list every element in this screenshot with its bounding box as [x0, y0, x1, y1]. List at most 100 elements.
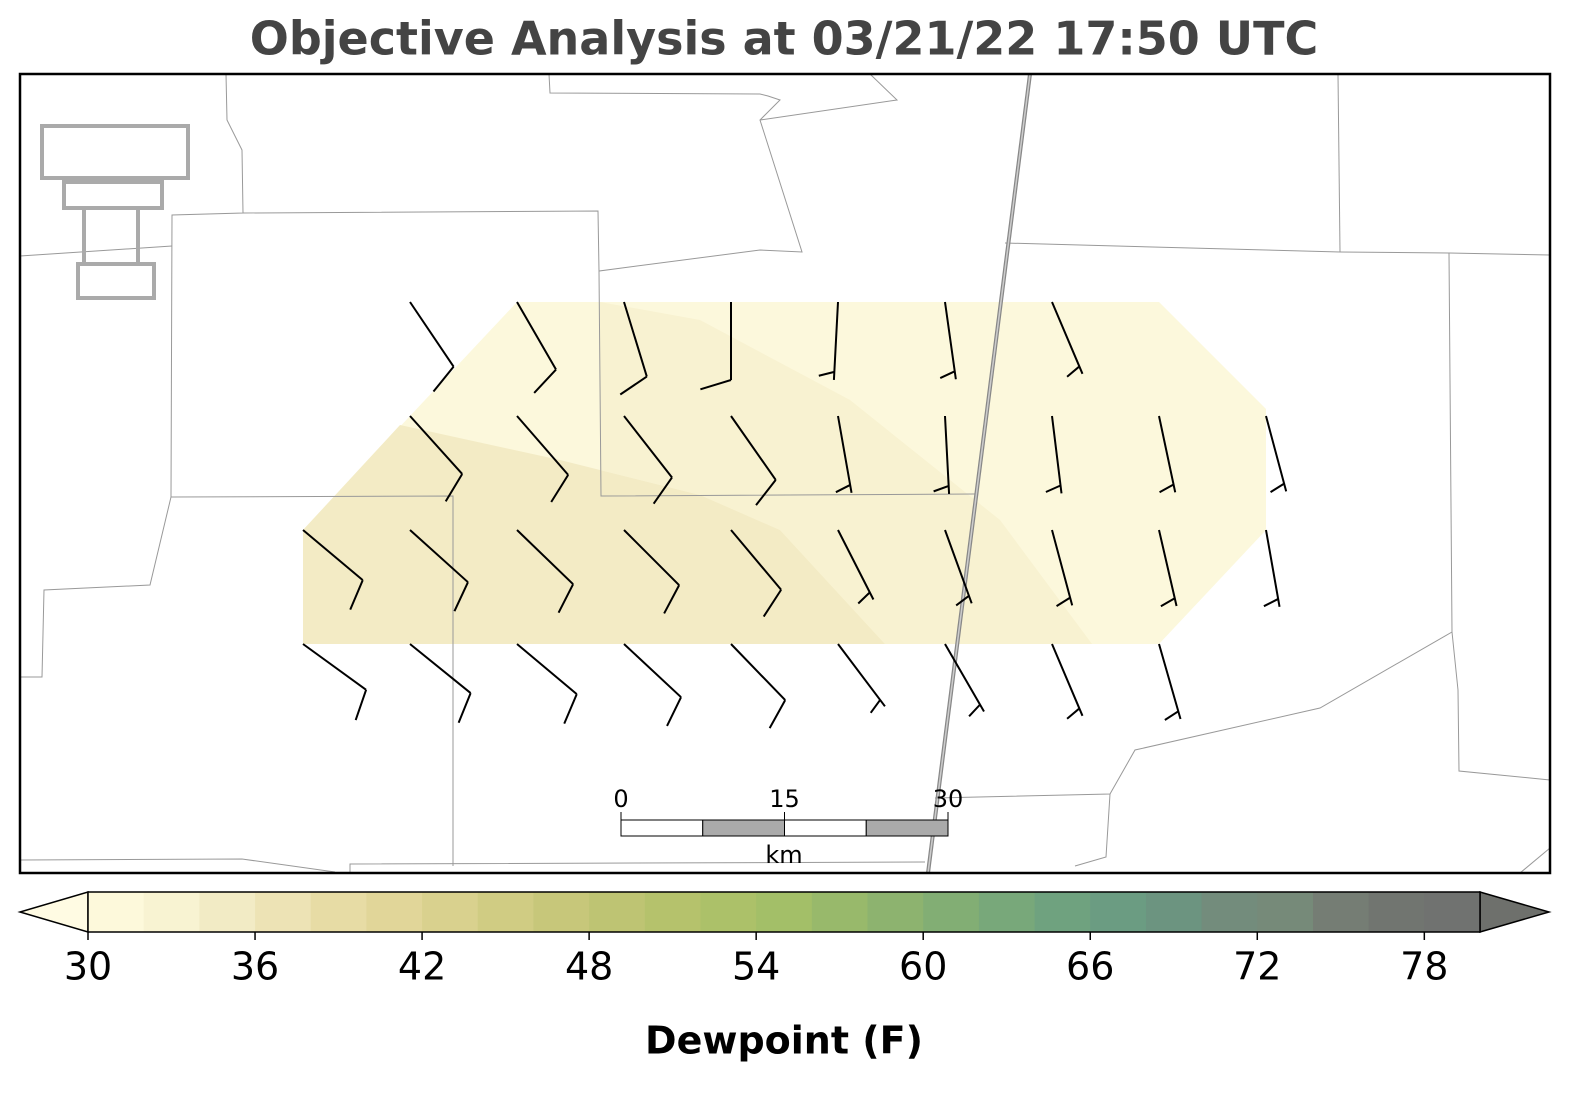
wind-barb [1263, 529, 1281, 608]
colorbar-tick-label: 72 [1233, 945, 1281, 989]
wind-barb [933, 415, 951, 494]
wind-barb [409, 643, 472, 724]
wind-barb [1158, 415, 1177, 494]
colorbar-extend-max [1479, 891, 1552, 933]
colorbar-bin [1312, 892, 1370, 932]
wind-barbs [302, 301, 1288, 729]
map: 0 15 30 km [18, 72, 1552, 875]
barb-line [933, 415, 951, 494]
barb-line [1045, 415, 1063, 494]
state-border [927, 73, 1031, 874]
scale-segment [865, 819, 949, 837]
colorbar-bin [1424, 892, 1481, 932]
colorbar-bin [867, 892, 924, 932]
barb-line [835, 415, 853, 494]
wind-barb [944, 529, 973, 607]
colorbar-tick-label: 54 [732, 945, 780, 989]
colorbar-tick-label: 60 [899, 945, 947, 989]
wind-barb [409, 301, 455, 393]
wind-barb [1051, 301, 1084, 378]
colorbar-tick-label: 30 [64, 945, 112, 989]
colorbar-bin [1034, 892, 1091, 932]
wind-barb [1051, 529, 1074, 607]
colorbar-bin [700, 892, 757, 932]
map-frame [18, 72, 1552, 875]
colorbar-tick-label: 42 [398, 945, 446, 989]
colorbar-bin [422, 892, 479, 932]
colorbar-bin [756, 892, 813, 932]
wind-barb [1051, 643, 1084, 720]
barb-line [302, 643, 368, 721]
colorbar-label: Dewpoint (F) [645, 1019, 923, 1063]
wind-barb [835, 415, 853, 494]
colorbar-extend-min [17, 890, 89, 934]
colorbar-tick-label: 78 [1400, 945, 1448, 989]
barb-line [623, 643, 682, 727]
wind-barb [818, 301, 839, 380]
colorbar-bin [811, 892, 869, 932]
wind-barb [302, 529, 364, 610]
barb-line [837, 643, 886, 714]
barb-line [619, 301, 648, 396]
wind-barb [1158, 643, 1182, 721]
wind-barb [837, 643, 886, 714]
barb-line [516, 643, 578, 724]
barb-line [730, 643, 787, 729]
barb-line [939, 301, 957, 380]
analysis-field [303, 425, 885, 644]
wind-barb [516, 529, 575, 614]
barb-line [1158, 415, 1177, 494]
wind-barb [409, 415, 464, 502]
colorbar-tick-label: 36 [231, 945, 279, 989]
barb-line [409, 301, 455, 393]
colorbar-frame [87, 891, 1481, 933]
barb-line [623, 415, 673, 505]
colorbar-bin [1368, 892, 1425, 932]
wind-barb [302, 643, 368, 721]
wind-barb [623, 529, 681, 614]
wind-barb [1045, 415, 1063, 494]
barb-line [409, 643, 472, 724]
wind-barb [516, 415, 570, 503]
barb-line [1158, 643, 1182, 721]
barb-line [818, 301, 839, 380]
colorbar-bin [923, 892, 980, 932]
wind-barb [700, 302, 732, 391]
colorbar-bin [199, 892, 256, 932]
wind-barb [516, 643, 578, 724]
colorbar-bin [1145, 892, 1203, 932]
colorbar-tick-label: 48 [565, 945, 613, 989]
barb-line [516, 301, 557, 394]
colorbar-bin [589, 892, 646, 932]
colorbar-bin [143, 892, 200, 932]
scale-bar: 0 15 30 km [613, 785, 963, 869]
colorbar-bin [1201, 892, 1258, 932]
wind-barb [1158, 529, 1178, 608]
wind-barb [409, 529, 469, 612]
scale-label: 30 [933, 785, 964, 813]
colorbar-bin [978, 892, 1036, 932]
colorbar-bin [88, 892, 145, 932]
wind-barb [944, 643, 985, 718]
colorbar-bin [533, 892, 590, 932]
wind-barb [516, 301, 557, 394]
barb-line [1263, 529, 1281, 608]
scale-unit: km [765, 841, 802, 869]
barb-line [1051, 529, 1074, 607]
colorbar-bin [477, 892, 534, 932]
wind-barb [1265, 415, 1288, 493]
barb-line [302, 529, 364, 610]
barb-line [1051, 643, 1084, 720]
logo [40, 124, 190, 300]
colorbar-bin [1257, 892, 1314, 932]
barb-line [730, 415, 777, 506]
barb-line [730, 529, 782, 618]
title: Objective Analysis at 03/21/22 17:50 UTC [250, 12, 1319, 66]
colorbar-bin [1090, 892, 1147, 932]
colorbar-bin [310, 892, 367, 932]
barb-line [1051, 301, 1084, 378]
colorbar-bin [644, 892, 701, 932]
barb-line [944, 529, 973, 607]
barb-line [700, 302, 732, 391]
